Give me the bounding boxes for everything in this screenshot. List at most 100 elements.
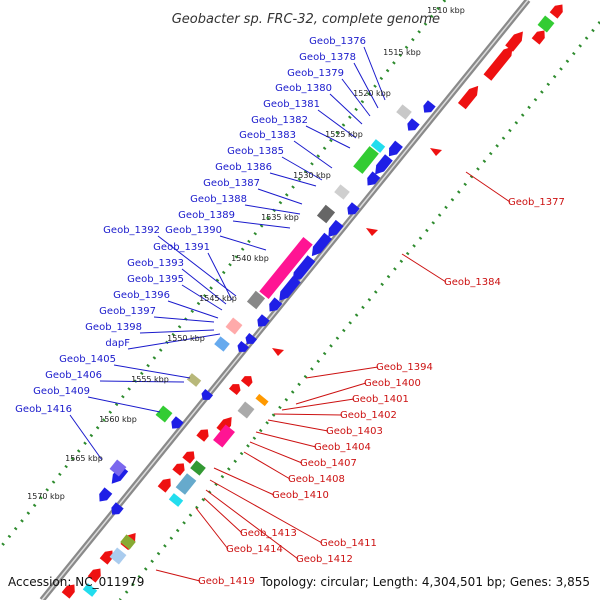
leader-forward	[157, 235, 237, 297]
forward-gene-3	[388, 140, 403, 157]
reverse-gene-2-shape	[531, 30, 545, 45]
tick-label: 1530 kbp	[293, 171, 331, 180]
reverse-gene-2	[531, 30, 545, 45]
forward-gene-5-shape	[367, 171, 381, 186]
feature-block-13	[255, 393, 269, 407]
leader-forward	[219, 235, 267, 251]
feature-block-19	[120, 534, 136, 550]
reverse-gene-8-shape	[216, 417, 232, 435]
reverse-gene-9	[196, 429, 209, 442]
leader-forward	[207, 252, 233, 301]
forward-gene-15	[201, 388, 214, 400]
tick-label: 1520 kbp	[353, 89, 391, 98]
gene-label-forward: Geob_1405	[59, 354, 116, 365]
gene-label-reverse: Geob_1400	[364, 378, 421, 389]
leader-forward	[269, 172, 317, 187]
tick-label: 1535 kbp	[261, 213, 299, 222]
reverse-gene-1-shape	[549, 4, 563, 19]
gene-label-forward: Geob_1380	[275, 83, 332, 94]
leader-forward	[281, 156, 323, 181]
feature-block-shape	[120, 534, 136, 550]
leader-forward	[305, 125, 351, 149]
leader-forward	[363, 46, 386, 101]
small-feature-2	[366, 228, 378, 236]
feature-block-6	[259, 237, 313, 299]
forward-gene-16	[171, 416, 184, 429]
map-title: Geobacter sp. FRC-32, complete genome	[172, 12, 440, 27]
tick-label: 1565 kbp	[65, 454, 103, 463]
forward-gene-9	[292, 255, 316, 282]
feature-block-shape	[259, 237, 313, 299]
leader-forward	[293, 140, 333, 169]
reverse-gene-6-shape	[228, 384, 241, 396]
tick-label: 1560 kbp	[99, 415, 137, 424]
feature-block-shape	[255, 393, 269, 407]
reverse-gene-14-shape	[99, 550, 113, 565]
feature-block-22	[82, 583, 98, 597]
leader-reverse	[195, 507, 229, 550]
reverse-gene-15-shape	[87, 568, 101, 583]
feature-block-shape	[155, 405, 173, 423]
gene-label-forward: dapF	[105, 338, 130, 349]
reverse-gene-14	[99, 550, 113, 565]
reverse-gene-8	[216, 417, 232, 435]
reverse-gene-16-shape	[61, 584, 75, 599]
leader-reverse	[243, 451, 291, 480]
forward-gene-18	[99, 487, 113, 502]
label-leaders	[69, 46, 511, 582]
reverse-gene-4-shape	[483, 46, 513, 81]
feature-block-shape	[213, 424, 235, 448]
feature-block-shape	[353, 146, 379, 174]
leader-forward	[329, 93, 363, 125]
leader-reverse	[203, 497, 243, 534]
leader-reverse	[213, 467, 275, 496]
forward-gene-11	[269, 297, 283, 312]
leader-reverse	[465, 171, 511, 203]
gene-label-forward: Geob_1396	[113, 290, 170, 301]
leader-forward	[257, 188, 303, 205]
leader-forward	[232, 220, 291, 229]
accession-text: Accession: NC_011979	[8, 575, 144, 589]
forward-gene-1-shape	[423, 100, 436, 113]
leader-forward	[244, 204, 301, 215]
gene-label-forward: Geob_1409	[33, 386, 90, 397]
reverse-gene-3-shape	[505, 31, 523, 52]
gene-label-forward: Geob_1383	[239, 130, 296, 141]
feature-block-shape	[190, 460, 206, 476]
reverse-gene-5-shape	[457, 85, 479, 110]
leader-forward	[167, 300, 219, 319]
gene-label-forward: Geob_1381	[263, 99, 320, 110]
feature-block-1	[396, 104, 412, 120]
feature-block-17	[175, 473, 197, 495]
forward-gene-10	[279, 275, 301, 301]
gene-label-reverse: Geob_1414	[226, 544, 283, 555]
gene-label-forward: Geob_1388	[190, 194, 247, 205]
tick-label: 1515 kbp	[383, 48, 421, 57]
reverse-gene-9-shape	[196, 429, 209, 442]
tick-label: 1570 kbp	[27, 492, 65, 501]
gene-label-forward: Geob_1398	[85, 322, 142, 333]
forward-gene-16-shape	[171, 416, 184, 429]
reverse-gene-10	[182, 451, 195, 464]
forward-gene-10-shape	[279, 275, 301, 301]
genome-backbone-highlight	[41, 0, 529, 600]
feature-block-9	[214, 336, 230, 352]
gene-label-forward: Geob_1392	[103, 225, 160, 236]
forward-gene-13-shape	[245, 332, 258, 344]
tick-label: 1540 kbp	[231, 254, 269, 263]
gene-label-forward: Geob_1378	[299, 52, 356, 63]
gene-labels: Geob_1376 Geob_1378 Geob_1379 Geob_1380 Geob…	[15, 36, 565, 587]
gene-label-reverse: Geob_1403	[326, 426, 383, 437]
gene-label-forward: Geob_1395	[127, 274, 184, 285]
forward-gene-15-shape	[201, 388, 214, 400]
forward-gene-4	[375, 154, 393, 175]
leader-forward	[139, 329, 215, 334]
leader-forward	[113, 364, 191, 379]
forward-gene-2-shape	[407, 118, 420, 131]
reverse-gene-11-shape	[172, 463, 185, 476]
feature-block-shape	[82, 583, 98, 597]
reverse-gene-6	[228, 384, 241, 396]
leader-forward	[87, 396, 161, 413]
leader-forward	[181, 268, 227, 305]
